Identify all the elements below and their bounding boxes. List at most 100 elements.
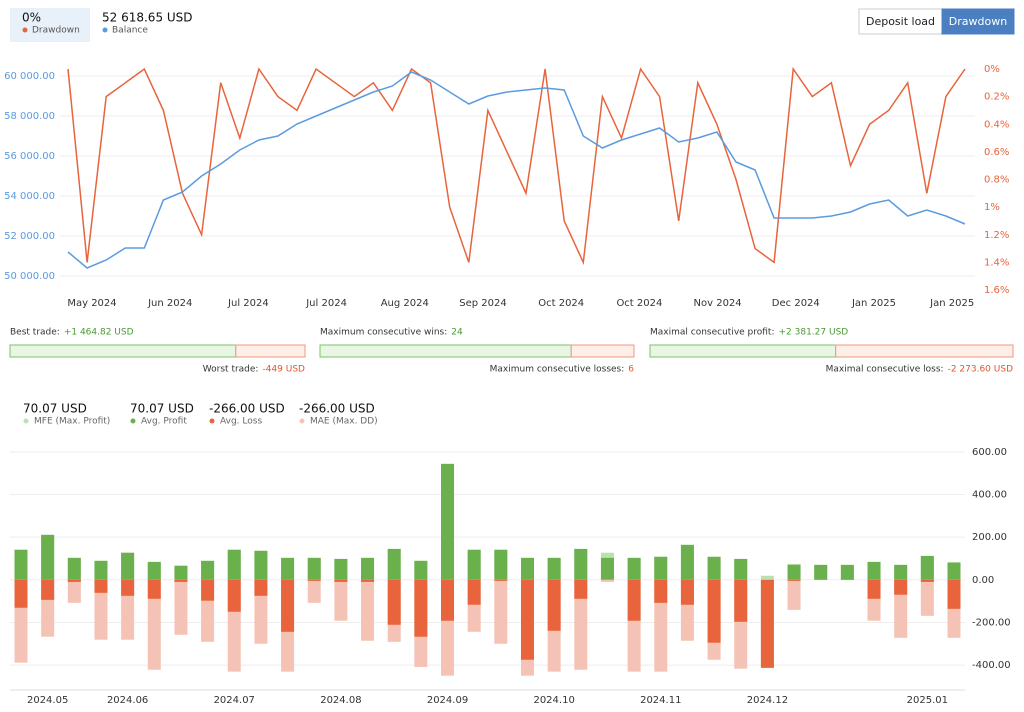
bar [94, 579, 108, 593]
bar [14, 549, 28, 580]
stat-value: 24 [451, 328, 463, 338]
x-tick-label: Aug 2024 [381, 298, 429, 309]
series-line [67, 66, 966, 266]
bar [281, 557, 295, 580]
stat-counter-value: -2 273.60 USD [948, 365, 1013, 375]
bar [894, 579, 908, 595]
bar [947, 562, 961, 580]
x-tick-label: 2024.06 [107, 695, 148, 706]
bar [680, 579, 694, 605]
x-tick-label: Jul 2024 [227, 298, 269, 309]
bar [441, 463, 455, 580]
bar [121, 579, 135, 596]
x-tick-label: 2024.07 [214, 695, 255, 706]
x-tick-label: Jun 2024 [147, 298, 192, 309]
x-tick-label: 2024.09 [427, 695, 468, 706]
y2-tick-label: 0.8% [984, 175, 1009, 186]
bar [67, 579, 81, 603]
x-tick-label: 2024.11 [640, 695, 681, 706]
bar [254, 550, 268, 580]
legend-dot [22, 27, 28, 33]
y-tick-label: 52 000.00 [4, 231, 55, 242]
bar [14, 579, 28, 608]
bar [734, 579, 748, 622]
bar [334, 579, 348, 621]
bar [121, 552, 135, 580]
y2-tick-label: 0% [984, 64, 1000, 75]
legend-label: Balance [112, 26, 148, 36]
toggle-button[interactable] [941, 8, 1015, 35]
legend-label: Avg. Loss [220, 417, 262, 427]
toggle-button-label[interactable]: Drawdown [949, 15, 1007, 28]
legend-label: Drawdown [32, 26, 80, 36]
bar [254, 579, 268, 596]
bar [334, 558, 348, 580]
bar [574, 548, 588, 580]
bar [814, 564, 828, 580]
bar [920, 579, 934, 616]
y-tick-label: 200.00 [972, 532, 1007, 543]
bar [894, 564, 908, 580]
y-tick-label: -200.00 [972, 617, 1011, 628]
bar [734, 558, 748, 580]
stat-value: +1 464.82 USD [64, 328, 134, 338]
x-tick-label: Nov 2024 [694, 298, 742, 309]
stat-bar-positive [649, 344, 837, 358]
bar [467, 579, 481, 605]
legend-dot [209, 418, 215, 424]
bar [680, 544, 694, 580]
stat-label: Maximum consecutive wins: [320, 328, 447, 338]
bar [361, 579, 375, 582]
bar [547, 557, 561, 580]
summary-value: -266.00 USD [209, 402, 285, 416]
bar [281, 579, 295, 632]
x-tick-label: 2024.10 [533, 695, 574, 706]
header-value: 52 618.65 USD [102, 11, 193, 25]
bar [414, 579, 428, 637]
bar [147, 579, 161, 599]
bar [334, 579, 348, 582]
bar [600, 557, 614, 580]
stat-label: Maximal consecutive profit: [650, 328, 775, 338]
bar [574, 579, 588, 670]
bar [94, 560, 108, 580]
bar [547, 579, 561, 631]
bar [41, 534, 55, 580]
stat-counter-label: Maximum consecutive losses: [490, 365, 625, 375]
summary-value: 70.07 USD [130, 402, 194, 416]
stat-counter-value: 6 [628, 365, 634, 375]
x-tick-label: 2024.05 [27, 695, 68, 706]
header-value: 0% [22, 11, 41, 25]
stat-counter-label: Worst trade: [203, 365, 259, 375]
y-tick-label: 54 000.00 [4, 191, 55, 202]
stat-counter-label: Maximal consecutive loss: [826, 365, 944, 375]
bar [520, 579, 534, 660]
toggle-button[interactable] [858, 8, 943, 35]
y-tick-label: 50 000.00 [4, 271, 55, 282]
bar [361, 557, 375, 580]
legend-dot [102, 27, 108, 33]
y-tick-label: 400.00 [972, 490, 1007, 501]
x-tick-label: 2025.01 [907, 695, 948, 706]
bar [574, 579, 588, 599]
y2-tick-label: 1.4% [984, 257, 1009, 268]
legend-label: MFE (Max. Profit) [34, 417, 110, 427]
stat-bar-negative [235, 344, 306, 358]
toggle-button-label[interactable]: Deposit load [866, 15, 935, 28]
bar [760, 575, 774, 580]
bar [920, 555, 934, 580]
summary-value: -266.00 USD [299, 402, 375, 416]
bar [227, 579, 241, 612]
stat-label: Best trade: [10, 328, 60, 338]
y-tick-label: 60 000.00 [4, 71, 55, 82]
bar [494, 579, 508, 581]
y2-tick-label: 0.2% [984, 92, 1009, 103]
bar [387, 548, 401, 580]
bar [41, 579, 55, 600]
bar [307, 579, 321, 581]
legend-label: MAE (Max. DD) [310, 417, 378, 427]
stat-bar-negative [570, 344, 635, 358]
summary-value: 70.07 USD [23, 402, 87, 416]
bar [174, 565, 188, 580]
